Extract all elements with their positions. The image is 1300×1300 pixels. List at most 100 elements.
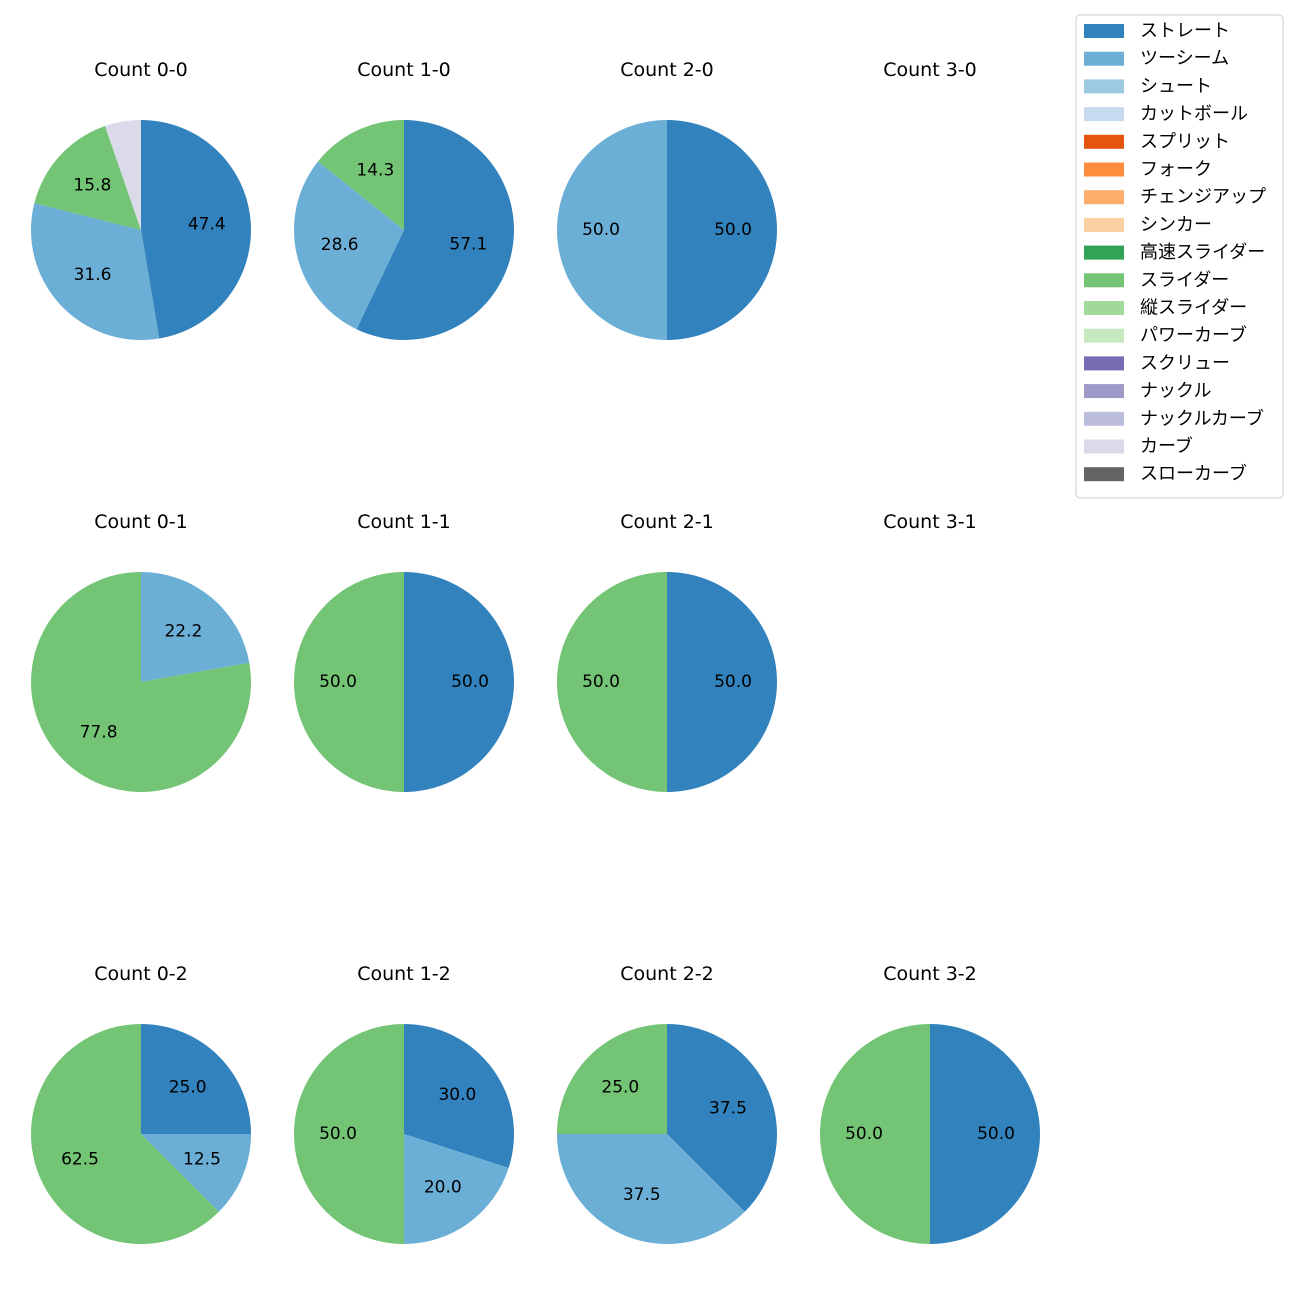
legend-swatch [1084, 51, 1124, 66]
pie-slice [667, 1024, 777, 1212]
legend-label: 高速スライダー [1140, 242, 1265, 263]
legend-item: 高速スライダー [1084, 242, 1265, 263]
pie-slice-label: 50.0 [582, 220, 620, 240]
legend-swatch [1084, 107, 1124, 122]
pie-slice [294, 572, 404, 792]
pie-chart-count-3-2: Count 3-2 50.0 50.0 [820, 963, 1040, 1244]
legend-item: ナックルカーブ [1084, 407, 1264, 429]
legend-item: ナックル [1084, 381, 1211, 402]
legend-swatch [1084, 245, 1124, 260]
pie-slice [141, 572, 250, 682]
legend-label: スプリット [1140, 131, 1230, 152]
pie-slice-label: 50.0 [714, 672, 752, 692]
legend-label: カーブ [1140, 435, 1193, 457]
pie-slice [34, 126, 141, 230]
pie-slice [557, 1024, 667, 1134]
pie-slice-label: 50.0 [451, 672, 489, 692]
legend-item: カットボール [1084, 104, 1248, 125]
legend-label: シンカー [1140, 214, 1212, 235]
legend-item: カーブ [1084, 435, 1193, 457]
legend-label: フォーク [1140, 159, 1212, 180]
pie-slice [557, 572, 667, 792]
pie-chart-count-1-1: Count 1-1 50.0 50.0 [294, 511, 514, 792]
legend-label: ナックルカーブ [1140, 407, 1264, 429]
pie-chart-count-0-0: Count 0-0 47.4 31.6 15.8 [31, 59, 252, 340]
pie-chart-count-2-2: Count 2-2 37.5 37.5 25.0 [557, 963, 777, 1244]
legend-swatch [1084, 439, 1124, 454]
legend-item: シンカー [1084, 214, 1212, 235]
pie-slice [404, 1024, 514, 1168]
legend-label: カットボール [1140, 104, 1248, 125]
pie-title: Count 2-0 [620, 59, 714, 81]
pie-title: Count 2-1 [620, 511, 714, 533]
pie-slice-label: 57.1 [449, 235, 487, 255]
legend-label: 縦スライダー [1140, 298, 1247, 319]
pie-slice-label: 62.5 [61, 1149, 99, 1169]
legend-swatch [1084, 384, 1124, 399]
pie-slice-label: 25.0 [601, 1077, 639, 1097]
pie-title: Count 2-2 [620, 963, 714, 985]
pie-slice-label: 22.2 [164, 621, 202, 641]
pie-slice-label: 50.0 [582, 672, 620, 692]
pie-slice [141, 120, 252, 339]
legend-label: スクリュー [1140, 353, 1230, 374]
pie-slice-label: 47.4 [188, 215, 226, 235]
pie-slice-label: 50.0 [714, 220, 752, 240]
legend-item: ツーシーム [1084, 48, 1229, 69]
legend-swatch [1084, 162, 1124, 177]
legend-item: シュート [1084, 76, 1212, 97]
pie-slice [667, 120, 777, 340]
pie-slice-label: 12.5 [183, 1149, 221, 1169]
pie-slice [141, 1134, 251, 1212]
pie-chart-count-2-1: Count 2-1 50.0 50.0 [557, 511, 777, 792]
pie-chart-count-0-1: Count 0-1 22.2 77.8 [30, 511, 251, 792]
legend-label: ストレート [1140, 21, 1230, 42]
pie-slice-label: 31.6 [74, 265, 112, 285]
pie-slice [820, 1024, 930, 1244]
pie-chart-count-1-2: Count 1-2 30.0 20.0 50.0 [294, 963, 514, 1244]
pie-slice [317, 119, 404, 230]
pie-title: Count 0-1 [94, 511, 188, 533]
legend-label: ナックル [1140, 381, 1211, 402]
pie-slice [404, 1134, 509, 1244]
legend-swatch [1084, 356, 1124, 371]
legend-item: パワーカーブ [1084, 324, 1247, 346]
legend-swatch [1084, 79, 1124, 94]
pie-slice [31, 203, 160, 340]
pie-title: Count 1-2 [357, 963, 451, 985]
pie-slice [404, 572, 514, 792]
legend-swatch [1084, 24, 1124, 38]
pie-title: Count 0-2 [94, 963, 188, 985]
pie-slice-label: 37.5 [623, 1185, 661, 1205]
pie-chart-count-0-2: Count 0-2 25.0 12.5 62.5 [30, 963, 251, 1244]
pie-slice-label: 77.8 [80, 723, 118, 743]
pie-slice [141, 1024, 251, 1134]
legend-label: スローカーブ [1140, 463, 1247, 485]
legend-swatch [1084, 134, 1124, 149]
pie-slice-label: 14.3 [356, 161, 394, 181]
legend-item: スクリュー [1084, 353, 1230, 374]
pie-title: Count 1-0 [357, 59, 451, 81]
pie-title: Count 3-2 [883, 963, 977, 985]
pie-slice [293, 161, 404, 330]
pie-slice [557, 120, 667, 340]
pie-slice [930, 1024, 1040, 1244]
legend-swatch [1084, 273, 1124, 288]
pie-chart-count-2-0: Count 2-0 50.0 50.0 [557, 59, 777, 340]
pie-slice [30, 1024, 219, 1244]
legend-label: ツーシーム [1140, 48, 1229, 69]
pie-slice [356, 120, 514, 340]
legend-label: パワーカーブ [1140, 324, 1247, 346]
legend: ストレートツーシームシュートカットボールスプリットフォークチェンジアップシンカー… [1075, 14, 1284, 499]
legend-item: スローカーブ [1084, 463, 1247, 485]
pie-slice [294, 1024, 404, 1244]
pie-slice-label: 50.0 [977, 1124, 1015, 1144]
legend-label: スライダー [1140, 270, 1229, 291]
pie-slice-label: 15.8 [73, 175, 111, 195]
pie-slice [557, 1134, 745, 1244]
pie-chart-count-1-0: Count 1-0 57.1 28.6 14.3 [293, 59, 514, 340]
legend-swatch [1084, 217, 1124, 232]
legend-swatch [1084, 301, 1124, 315]
legend-item: フォーク [1084, 159, 1212, 180]
